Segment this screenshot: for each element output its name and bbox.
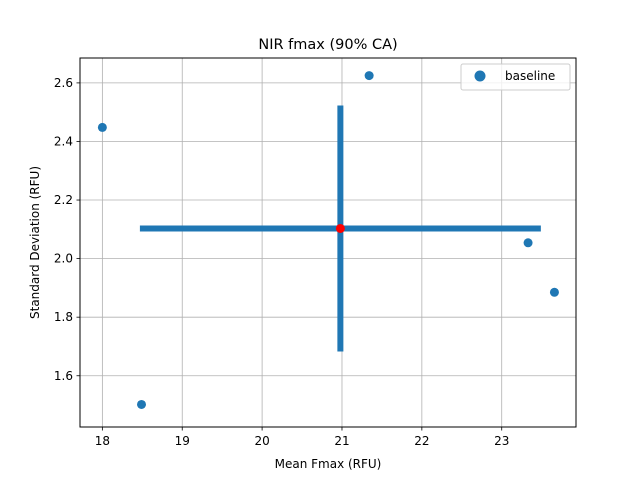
data-point [97,122,107,132]
data-point [364,71,374,81]
legend-label-baseline: baseline [505,69,555,83]
plot-area-frame [79,57,577,428]
chart-title: NIR fmax (90% CA) [258,37,397,53]
x-tick-label: 18 [95,434,110,448]
mean-point [335,223,345,233]
mean-marker-group [335,223,345,233]
y-tick-label: 2.2 [54,193,73,207]
data-point [137,399,147,409]
x-tick-label: 20 [254,434,269,448]
data-points [97,71,559,409]
x-tick-label: 22 [414,434,429,448]
y-tick-label: 1.6 [54,369,73,383]
data-point [523,238,533,248]
x-axis-ticks: 18 19 20 21 22 23 [95,427,509,448]
x-axis-label: Mean Fmax (RFU) [275,457,382,471]
y-axis-ticks: 1.6 1.8 2.0 2.2 2.4 2.6 [54,76,80,383]
legend-box [460,63,571,91]
x-tick-label: 23 [494,434,509,448]
y-tick-label: 2.4 [54,134,73,148]
legend-marker [474,70,486,82]
y-tick-label: 2.6 [54,76,73,90]
grid-lines [80,58,576,427]
data-point [549,287,559,297]
x-tick-label: 19 [175,434,190,448]
y-tick-label: 2.0 [54,252,73,266]
y-axis-label: Standard Deviation (RFU) [28,166,42,319]
legend: baseline [460,63,571,91]
x-tick-label: 21 [334,434,349,448]
y-tick-label: 1.8 [54,310,73,324]
